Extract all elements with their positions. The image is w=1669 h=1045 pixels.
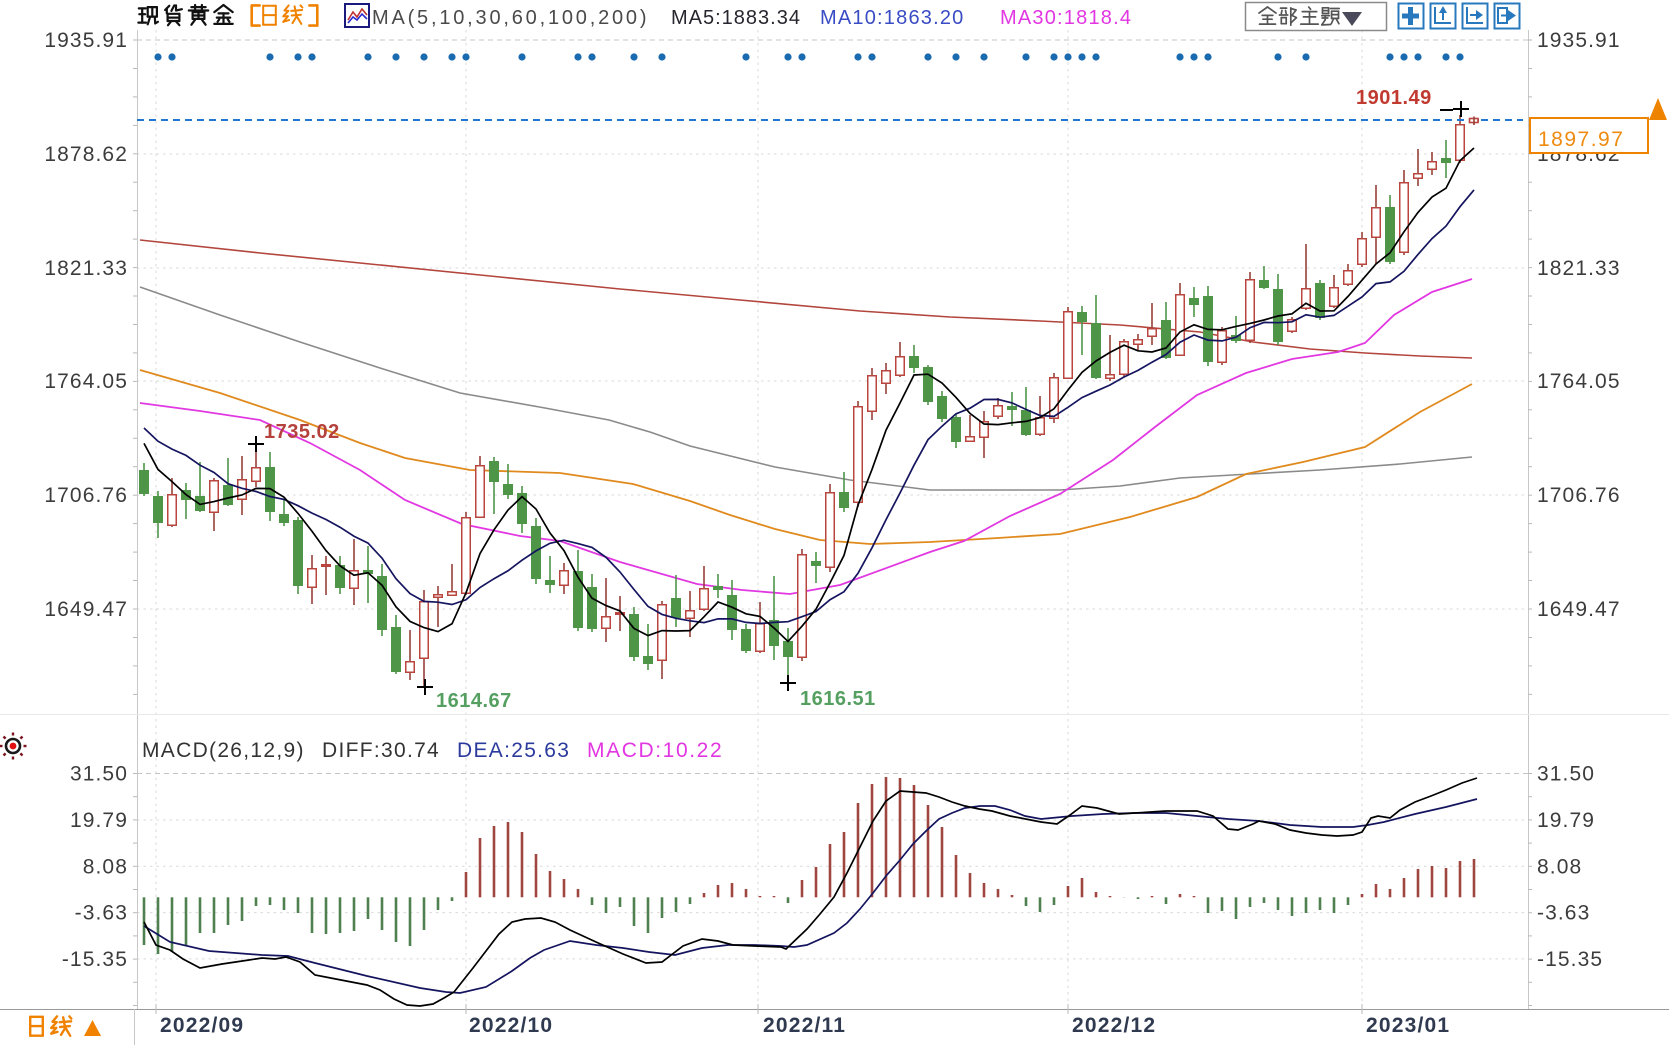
svg-text:MA10:1863.20: MA10:1863.20	[820, 7, 965, 29]
svg-text:1821.33: 1821.33	[1537, 257, 1621, 280]
svg-text:MA30:1818.4: MA30:1818.4	[1000, 7, 1132, 29]
svg-text:2022/10: 2022/10	[469, 1014, 553, 1037]
svg-text:1649.47: 1649.47	[1537, 598, 1621, 621]
svg-text:1764.05: 1764.05	[1537, 370, 1621, 393]
svg-text:1649.47: 1649.47	[44, 598, 128, 621]
svg-text:MA5:1883.34: MA5:1883.34	[671, 7, 801, 29]
svg-text:1901.49: 1901.49	[1356, 87, 1432, 109]
svg-text:1706.76: 1706.76	[1537, 484, 1621, 507]
svg-text:-3.63: -3.63	[75, 902, 128, 925]
svg-text:31.50: 31.50	[1537, 763, 1595, 786]
svg-text:2022/09: 2022/09	[160, 1014, 244, 1037]
svg-text:31.50: 31.50	[70, 763, 128, 786]
svg-text:MACD:10.22: MACD:10.22	[587, 739, 723, 762]
svg-text:8.08: 8.08	[83, 855, 128, 878]
svg-text:1735.02: 1735.02	[264, 421, 340, 443]
svg-text:1935.91: 1935.91	[1537, 29, 1621, 52]
svg-text:1935.91: 1935.91	[44, 29, 128, 52]
svg-text:19.79: 19.79	[1537, 809, 1595, 832]
svg-text:2022/12: 2022/12	[1072, 1014, 1156, 1037]
svg-text:1706.76: 1706.76	[44, 484, 128, 507]
svg-text:8.08: 8.08	[1537, 855, 1582, 878]
svg-text:1614.67: 1614.67	[436, 690, 512, 712]
svg-text:DIFF:30.74: DIFF:30.74	[322, 739, 440, 762]
svg-text:19.79: 19.79	[70, 809, 128, 832]
svg-text:1821.33: 1821.33	[44, 257, 128, 280]
svg-text:MACD(26,12,9): MACD(26,12,9)	[142, 739, 305, 762]
svg-text:DEA:25.63: DEA:25.63	[457, 739, 570, 762]
svg-text:-15.35: -15.35	[1537, 948, 1603, 971]
svg-text:MA(5,10,30,60,100,200): MA(5,10,30,60,100,200)	[372, 7, 649, 29]
svg-text:2022/11: 2022/11	[763, 1014, 846, 1037]
svg-text:1897.97: 1897.97	[1538, 128, 1624, 151]
svg-text:1878.62: 1878.62	[44, 143, 128, 166]
svg-text:1764.05: 1764.05	[44, 370, 128, 393]
svg-text:-3.63: -3.63	[1537, 902, 1590, 925]
svg-text:2023/01: 2023/01	[1366, 1014, 1450, 1037]
svg-text:-15.35: -15.35	[62, 948, 128, 971]
svg-text:1616.51: 1616.51	[800, 688, 876, 710]
